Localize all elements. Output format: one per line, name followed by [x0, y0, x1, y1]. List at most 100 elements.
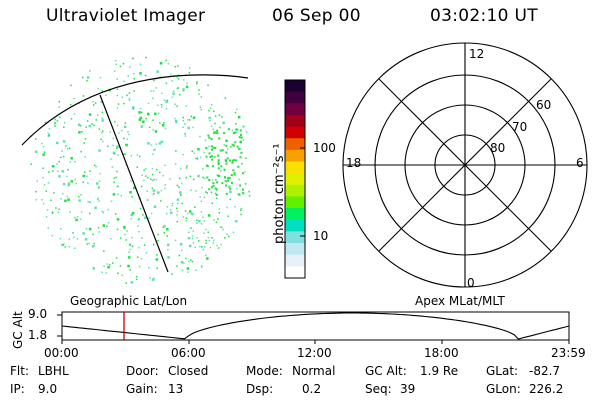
speckle	[224, 97, 227, 99]
speckle	[197, 148, 200, 151]
speckle	[229, 187, 232, 190]
speckle	[110, 238, 112, 240]
speckle	[128, 251, 130, 253]
meridian-line	[99, 94, 169, 273]
speckle	[161, 106, 163, 108]
speckle	[155, 87, 157, 89]
speckle	[121, 274, 123, 277]
speckle	[234, 111, 237, 114]
speckle	[145, 56, 147, 59]
speckle	[248, 190, 250, 193]
speckle	[237, 147, 240, 150]
speckle	[139, 116, 143, 120]
speckle	[121, 129, 123, 132]
speckle	[178, 254, 181, 257]
status-door-value: Closed	[168, 364, 209, 378]
status-dsp-value: 0.2	[302, 382, 322, 396]
speckle	[210, 125, 213, 127]
status-door-key: Door:	[126, 364, 159, 378]
speckle	[166, 235, 168, 237]
speckle	[97, 114, 99, 116]
speckle	[206, 176, 209, 179]
speckle	[133, 78, 135, 80]
status-glon-value: 226.2	[529, 382, 564, 396]
speckle	[98, 149, 101, 152]
speckle	[151, 187, 154, 189]
speckle	[227, 215, 229, 217]
speckle	[59, 237, 62, 240]
speckle	[176, 198, 180, 201]
speckle	[240, 133, 242, 136]
speckle	[154, 130, 158, 133]
speckle	[115, 176, 117, 179]
speckle	[179, 243, 183, 246]
speckle	[205, 242, 207, 244]
speckle	[235, 131, 237, 134]
speckle	[200, 109, 202, 111]
speckle	[176, 87, 179, 90]
speckle	[154, 148, 156, 151]
speckle	[118, 146, 121, 148]
speckle	[152, 129, 154, 131]
speckle	[177, 78, 180, 80]
speckle	[218, 175, 221, 177]
speckle	[67, 182, 71, 185]
speckle	[244, 171, 246, 173]
speckle	[98, 180, 101, 182]
speckle	[194, 206, 196, 208]
speckle	[51, 165, 55, 168]
speckle	[119, 237, 122, 239]
speckle	[102, 140, 104, 143]
speckle	[142, 214, 144, 216]
speckle	[239, 156, 242, 159]
speckle	[66, 175, 68, 178]
speckle	[210, 145, 213, 148]
speckle	[226, 148, 229, 151]
speckle	[211, 165, 214, 168]
speckle	[187, 271, 189, 273]
speckle	[203, 196, 205, 199]
mlt-label-0: 0	[467, 276, 475, 290]
time-label-24: 23:59	[551, 346, 586, 360]
status-gain-value: 13	[168, 382, 184, 396]
speckle	[177, 202, 179, 205]
speckle	[68, 238, 71, 240]
speckle	[75, 182, 77, 185]
speckle	[115, 257, 118, 259]
speckle	[177, 87, 179, 89]
speckle	[239, 184, 242, 187]
speckle	[138, 111, 141, 114]
speckle	[231, 129, 234, 132]
speckle	[153, 277, 155, 280]
speckle	[30, 163, 32, 165]
speckle	[123, 102, 125, 105]
speckle	[150, 212, 153, 215]
speckle	[235, 123, 237, 125]
speckle	[163, 99, 166, 101]
speckle	[51, 234, 53, 237]
speckle	[127, 131, 129, 133]
speckle	[145, 168, 147, 170]
speckle	[61, 193, 64, 195]
speckle	[171, 80, 173, 82]
speckle	[41, 142, 43, 145]
speckle	[126, 94, 128, 97]
status-seq-value: 39	[400, 382, 416, 396]
speckle	[89, 70, 91, 72]
speckle	[165, 82, 168, 85]
speckle	[184, 135, 187, 137]
speckle	[189, 175, 192, 178]
speckle	[112, 144, 114, 147]
speckle	[229, 198, 231, 201]
speckle	[244, 183, 247, 185]
speckle	[102, 224, 105, 227]
speckle	[220, 243, 222, 246]
speckle	[116, 124, 119, 127]
speckle	[140, 125, 144, 128]
speckle	[82, 232, 85, 235]
speckle	[232, 231, 235, 234]
speckle	[190, 189, 192, 191]
speckle	[102, 130, 104, 132]
speckle	[166, 99, 169, 102]
speckle	[203, 177, 206, 180]
